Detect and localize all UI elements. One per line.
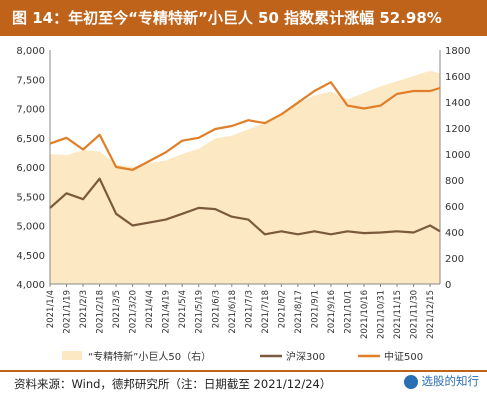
legend-item-xiaojuren50-swatch [62, 351, 82, 360]
y-tick-label-right: 1400 [445, 98, 470, 109]
x-tick-label: 2021/8/2 [277, 290, 287, 328]
y-tick-label-right: 200 [445, 254, 464, 265]
y-tick-label-left: 8,000 [16, 46, 45, 57]
y-tick-label-right: 800 [445, 176, 464, 187]
x-tick-label: 2021/8/17 [294, 290, 304, 334]
page-title: 图 14：年初至今“专精特新”小巨人 50 指数累计涨幅 52.98% [0, 0, 487, 36]
y-tick-label-left: 6,000 [16, 163, 45, 174]
x-tick-label: 2021/3/5 [112, 290, 122, 328]
y-tick-label-left: 6,500 [16, 134, 45, 145]
legend-item-zz500: 中证500 [384, 350, 423, 363]
legend-item-hs300: 沪深300 [286, 350, 325, 363]
x-tick-label: 2021/1/19 [63, 290, 73, 334]
y-tick-label-right: 1600 [445, 72, 470, 83]
chart: 4,000 4,500 5,000 5,500 6,000 6,500 7,000 7,500… [16, 46, 470, 363]
y-tick-label-right: 600 [445, 202, 464, 213]
x-tick-label: 2021/12/15 [426, 290, 436, 339]
x-tick-label: 2021/11/30 [410, 290, 420, 339]
x-tick-label: 2021/9/1 [310, 290, 320, 328]
x-tick-label: 2021/1/4 [46, 290, 56, 328]
x-tick-label: 2021/2/18 [96, 290, 106, 334]
x-tick-label: 2021/4/19 [162, 290, 172, 334]
line-series-zz500 [49, 81, 441, 171]
y-tick-label-left: 5,000 [16, 222, 45, 233]
x-tick-label: 2021/4/4 [145, 290, 155, 328]
x-tick-label: 2021/6/18 [228, 290, 238, 334]
watermark: 选股的知行 [403, 373, 480, 389]
source-note: 资料来源：Wind，德邦研究所（注：日期截至 2021/12/24） [14, 377, 332, 391]
y-tick-label-right: 1000 [445, 150, 470, 161]
y-tick-label-left: 4,500 [16, 251, 45, 262]
watermark-label: 选股的知行 [421, 374, 480, 388]
y-tick-label-left: 7,000 [16, 105, 45, 116]
x-tick-label: 2021/7/18 [261, 290, 271, 334]
y-tick-label-left: 5,500 [16, 192, 45, 203]
y-tick-label-left: 4,000 [16, 280, 45, 291]
y-tick-label-right: 1800 [445, 46, 470, 57]
x-tick-label: 2021/3/20 [129, 290, 139, 334]
line-series-hs300 [49, 177, 441, 236]
x-tick-label: 2021/2/3 [79, 290, 89, 328]
y-tick-label-right: 1200 [445, 124, 470, 135]
x-tick-label: 2021/5/19 [195, 290, 205, 334]
x-tick-label: 2021/9/16 [327, 290, 337, 334]
x-tick-label: 2021/10/1 [343, 290, 353, 334]
y-tick-label-right: 400 [445, 228, 464, 239]
x-tick-label: 2021/11/15 [393, 290, 403, 339]
wechat-icon [403, 374, 418, 389]
y-tick-label-right: 0 [445, 280, 451, 291]
y-tick-label-left: 7,500 [16, 75, 45, 86]
divider [0, 370, 487, 372]
x-tick-label: 2021/6/3 [211, 290, 221, 328]
x-tick-label: 2021/7/3 [244, 290, 254, 328]
x-tick-label: 2021/10/31 [377, 290, 387, 339]
x-tick-label: 2021/10/16 [360, 290, 370, 339]
legend-item-xiaojuren50: “专精特新”小巨人50（右） [88, 350, 211, 363]
x-tick-label: 2021/5/4 [178, 290, 188, 328]
area-series-xiaojuren50 [50, 70, 440, 284]
